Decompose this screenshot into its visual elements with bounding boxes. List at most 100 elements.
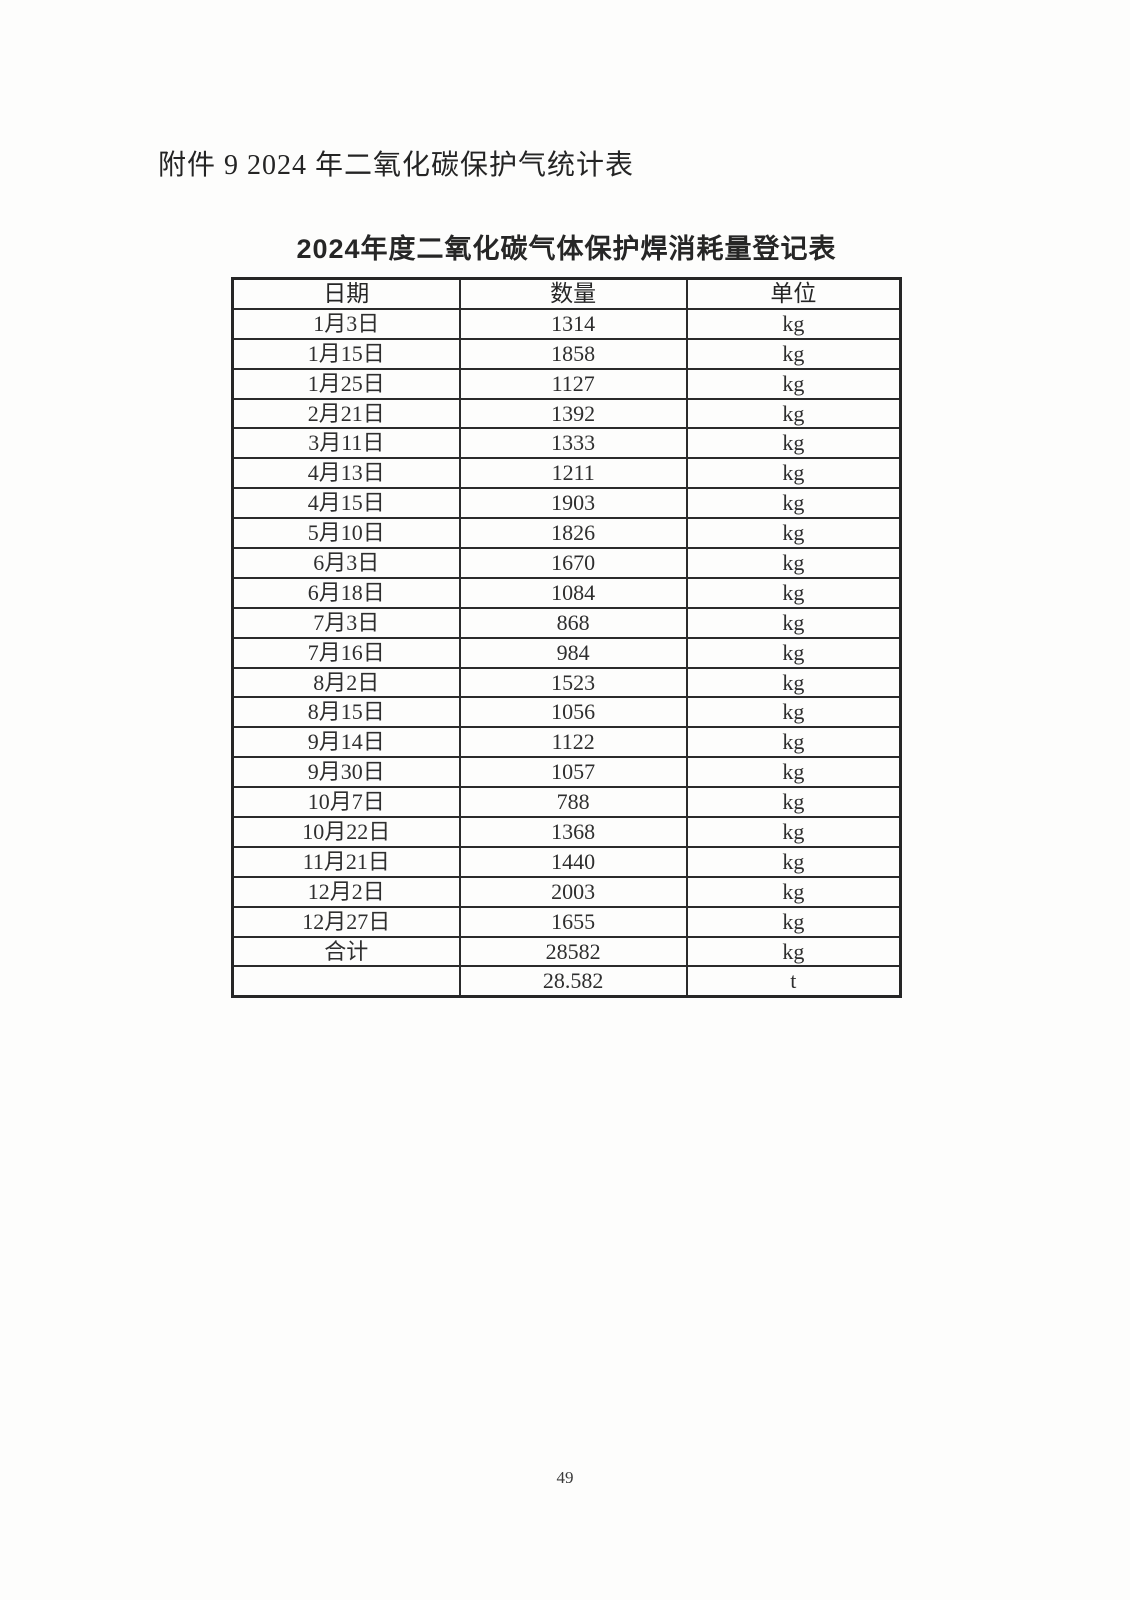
quantity-cell: 1826 [458, 517, 688, 550]
table-row: 6月18日 1084 kg [231, 576, 902, 609]
date-cell: 1月3日 [231, 307, 461, 340]
unit-cell: kg [685, 487, 902, 520]
table-row: 5月10日 1826 kg [231, 517, 902, 550]
date-cell: 11月21日 [231, 845, 461, 878]
quantity-cell: 1333 [458, 427, 688, 460]
table-row: 1月25日 1127 kg [231, 367, 902, 400]
unit-cell: kg [685, 606, 902, 639]
unit-cell: kg [685, 337, 902, 370]
table-row: 11月21日 1440 kg [231, 845, 902, 878]
table-header-row: 日期 数量 单位 [231, 277, 902, 310]
quantity-cell: 788 [458, 786, 688, 819]
date-cell: 合计 [231, 935, 461, 968]
table-row: 28.582 t [231, 965, 902, 998]
table-row: 6月3日 1670 kg [231, 547, 902, 579]
unit-cell: kg [685, 427, 902, 460]
quantity-cell: 1368 [458, 816, 688, 848]
table-row: 4月15日 1903 kg [231, 487, 902, 520]
date-cell: 6月3日 [231, 547, 461, 579]
table-row: 9月30日 1057 kg [231, 756, 902, 789]
table-row: 7月16日 984 kg [231, 636, 902, 669]
date-cell: 4月13日 [231, 457, 461, 490]
unit-cell: kg [685, 636, 902, 669]
quantity-cell: 1903 [458, 487, 688, 520]
date-cell: 12月27日 [231, 905, 461, 938]
table-body: 1月3日 1314 kg 1月15日 1858 kg 1月25日 1127 kg 2月21日 139… [231, 307, 902, 998]
unit-cell: kg [685, 905, 902, 938]
unit-cell: kg [685, 576, 902, 609]
unit-cell: kg [685, 457, 902, 490]
date-cell [231, 965, 461, 998]
table-row: 4月13日 1211 kg [231, 457, 902, 490]
date-cell: 1月25日 [231, 367, 461, 400]
unit-cell: kg [685, 397, 902, 430]
quantity-cell: 1670 [458, 547, 688, 579]
table-row: 12月2日 2003 kg [231, 875, 902, 908]
table-row: 7月3日 868 kg [231, 606, 902, 639]
quantity-cell: 1127 [458, 367, 688, 400]
quantity-cell: 868 [458, 606, 688, 639]
column-header-quantity: 数量 [458, 277, 688, 310]
table-row: 1月15日 1858 kg [231, 337, 902, 370]
table-row: 8月2日 1523 kg [231, 666, 902, 699]
table-row: 1月3日 1314 kg [231, 307, 902, 340]
unit-cell: kg [685, 547, 902, 579]
page-number: 49 [556, 1468, 574, 1487]
table-row: 2月21日 1392 kg [231, 397, 902, 430]
quantity-cell: 1655 [458, 905, 688, 938]
date-cell: 6月18日 [231, 576, 461, 609]
table-row: 12月27日 1655 kg [231, 905, 902, 938]
date-cell: 7月3日 [231, 606, 461, 639]
date-cell: 8月2日 [231, 666, 461, 699]
date-cell: 9月30日 [231, 756, 461, 789]
table-row: 3月11日 1333 kg [231, 427, 902, 460]
quantity-cell: 1314 [458, 307, 688, 340]
date-cell: 2月21日 [231, 397, 461, 430]
quantity-cell: 1440 [458, 845, 688, 878]
date-cell: 10月7日 [231, 786, 461, 819]
unit-cell: kg [685, 875, 902, 908]
date-cell: 4月15日 [231, 487, 461, 520]
date-cell: 9月14日 [231, 726, 461, 759]
quantity-cell: 1057 [458, 756, 688, 789]
date-cell: 12月2日 [231, 875, 461, 908]
quantity-cell: 1122 [458, 726, 688, 759]
quantity-cell: 1211 [458, 457, 688, 490]
table-row: 10月22日 1368 kg [231, 816, 902, 848]
unit-cell: kg [685, 666, 902, 699]
column-header-unit: 单位 [685, 277, 902, 310]
unit-cell: kg [685, 367, 902, 400]
date-cell: 7月16日 [231, 636, 461, 669]
table-row: 8月15日 1056 kg [231, 696, 902, 729]
table-row: 合计 28582 kg [231, 935, 902, 968]
date-cell: 8月15日 [231, 696, 461, 729]
quantity-cell: 1392 [458, 397, 688, 430]
table-title: 2024年度二氧化碳气体保护焊消耗量登记表 [296, 234, 837, 264]
unit-cell: kg [685, 786, 902, 819]
column-header-date: 日期 [231, 277, 461, 310]
quantity-cell: 1523 [458, 666, 688, 699]
table-row: 9月14日 1122 kg [231, 726, 902, 759]
date-cell: 10月22日 [231, 816, 461, 848]
unit-cell: kg [685, 696, 902, 729]
unit-cell: t [685, 965, 902, 998]
quantity-cell: 1858 [458, 337, 688, 370]
attachment-heading: 附件 9 2024 年二氧化碳保护气统计表 [158, 150, 635, 181]
consumption-table: 日期 数量 单位 1月3日 1314 kg 1月15日 1858 kg 1月25日 1127 k… [231, 277, 902, 999]
date-cell: 5月10日 [231, 517, 461, 550]
quantity-cell: 28582 [458, 935, 688, 968]
unit-cell: kg [685, 935, 902, 968]
unit-cell: kg [685, 307, 902, 340]
quantity-cell: 28.582 [458, 965, 688, 998]
table-row: 10月7日 788 kg [231, 786, 902, 819]
date-cell: 1月15日 [231, 337, 461, 370]
unit-cell: kg [685, 816, 902, 848]
quantity-cell: 2003 [458, 875, 688, 908]
date-cell: 3月11日 [231, 427, 461, 460]
unit-cell: kg [685, 756, 902, 789]
unit-cell: kg [685, 726, 902, 759]
unit-cell: kg [685, 845, 902, 878]
quantity-cell: 984 [458, 636, 688, 669]
quantity-cell: 1084 [458, 576, 688, 609]
